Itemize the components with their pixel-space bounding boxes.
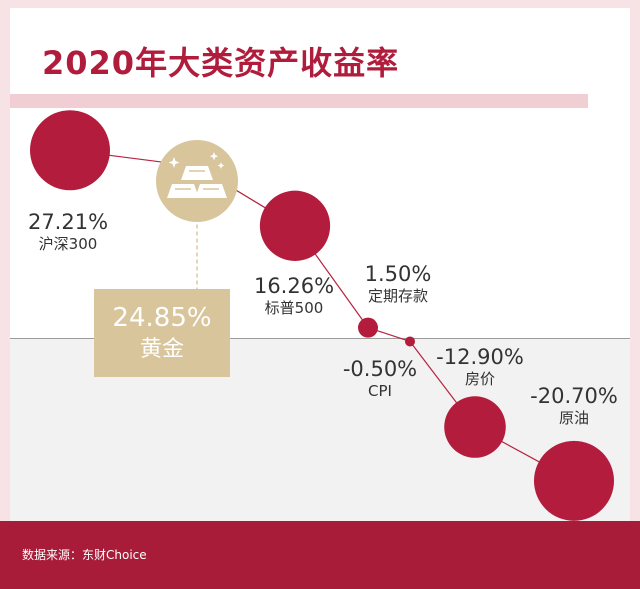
label-sp500: 16.26% 标普500: [246, 274, 342, 318]
value-label: 27.21%: [27, 210, 109, 234]
category-label: 房价: [464, 370, 495, 388]
label-cpi: -0.50% CPI: [332, 357, 428, 401]
category-label: 原油: [558, 409, 589, 427]
gold-bars-icon: [156, 140, 238, 222]
value-label: 16.26%: [253, 274, 335, 298]
label-housing: -12.90% 房价: [428, 345, 532, 389]
page-title: 2020年大类资产收益率: [42, 44, 400, 82]
category-label: 标普500: [264, 299, 324, 317]
category-label: 定期存款: [367, 287, 428, 305]
data-point-deposit: [358, 317, 378, 338]
label-hs300: 27.21% 沪深300: [20, 210, 116, 254]
label-oil: -20.70% 原油: [520, 384, 628, 428]
category-label: CPI: [368, 382, 392, 400]
gold-value-box: 24.85% 黄金: [94, 289, 230, 377]
data-points: [30, 110, 614, 521]
footer-bar: 数据来源：东财Choice: [0, 521, 640, 589]
data-point-hs300: [30, 110, 110, 191]
chart-card: 2020年大类资产收益率: [10, 8, 630, 521]
value-label: -12.90%: [436, 345, 524, 369]
source-text: 数据来源：东财Choice: [22, 548, 147, 562]
gold-name-label: 黄金: [139, 337, 184, 362]
value-label: -20.70%: [530, 384, 618, 408]
data-point-oil: [534, 440, 614, 521]
data-point-sp500: [259, 190, 331, 261]
category-label: 沪深300: [38, 235, 98, 253]
gold-value-label: 24.85%: [112, 303, 212, 333]
zero-baseline: [10, 338, 630, 339]
value-label: 1.50%: [364, 262, 432, 286]
title-underline-bar: [10, 94, 588, 108]
data-point-cpi: [405, 336, 415, 347]
data-point-housing: [444, 396, 506, 458]
value-label: -0.50%: [342, 357, 418, 381]
label-deposit: 1.50% 定期存款: [350, 262, 446, 306]
